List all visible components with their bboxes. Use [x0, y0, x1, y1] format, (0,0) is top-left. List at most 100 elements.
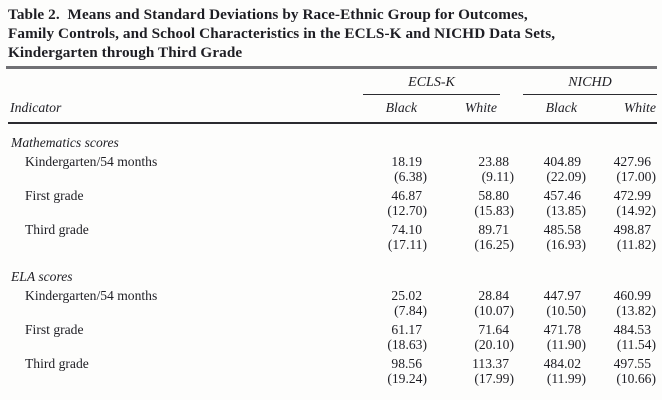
empty-header-cell: [8, 69, 345, 95]
table-cell: 447.97 (10.50): [515, 285, 587, 319]
table-cell: 18.19 (6.38): [345, 151, 428, 185]
sd-value: (11.99): [546, 370, 586, 386]
table-row: Third grade 74.10 (17.11) 89.71 (16.25) …: [8, 219, 657, 253]
table-cell: 484.02 (11.99): [515, 353, 587, 387]
sd-value: (13.85): [546, 202, 586, 218]
table-row: Kindergarten/54 months 18.19 (6.38) 23.8…: [8, 151, 657, 185]
mean-value: 497.55: [613, 355, 651, 371]
table-cell: 460.99 (13.82): [587, 285, 657, 319]
mean-value: 457.46: [543, 187, 581, 203]
table-cell: 485.58 (16.93): [515, 219, 587, 253]
mean-value: 46.87: [391, 187, 422, 203]
mean-value: 18.19: [391, 153, 422, 169]
table-cell: 74.10 (17.11): [345, 219, 428, 253]
table-cell: 113.37 (17.99): [428, 353, 515, 387]
table-title-line: Kindergarten through Third Grade: [8, 44, 243, 61]
sd-value: (20.10): [474, 336, 514, 352]
row-label: First grade: [25, 321, 84, 337]
mean-value: 484.53: [613, 321, 651, 337]
mean-value: 28.84: [478, 287, 509, 303]
sd-value: (11.54): [616, 336, 656, 352]
mean-value: 471.78: [543, 321, 581, 337]
sd-value: (17.11): [387, 236, 427, 252]
table-cell: 28.84 (10.07): [428, 285, 515, 319]
row-label: Third grade: [25, 355, 89, 371]
mean-value: 58.80: [478, 187, 509, 203]
table-cell: 457.46 (13.85): [515, 185, 587, 219]
mean-value: 23.88: [478, 153, 509, 169]
table-cell: 484.53 (11.54): [587, 319, 657, 353]
table-cell: 497.55 (10.66): [587, 353, 657, 387]
row-label: Kindergarten/54 months: [25, 287, 158, 303]
group-header-label: ECLS-K: [363, 75, 500, 95]
mean-value: 61.17: [391, 321, 422, 337]
mean-value: 89.71: [478, 221, 509, 237]
sd-value: (17.00): [616, 168, 656, 184]
row-label: Kindergarten/54 months: [25, 153, 158, 169]
mean-value: 25.02: [391, 287, 422, 303]
table-cell: 46.87 (12.70): [345, 185, 428, 219]
mean-value: 71.64: [478, 321, 509, 337]
table-row: Kindergarten/54 months 25.02 (7.84) 28.8…: [8, 285, 657, 319]
sd-value: (16.93): [546, 236, 586, 252]
table-cell: 404.89 (22.09): [515, 151, 587, 185]
sd-value: (6.38): [394, 168, 427, 184]
mean-value: 447.97: [543, 287, 581, 303]
mean-value: 74.10: [391, 221, 422, 237]
sd-value: (10.50): [546, 302, 586, 318]
row-label: Third grade: [25, 221, 89, 237]
column-header-nichd-black: Black: [515, 94, 587, 124]
title-divider-rule: [6, 66, 657, 69]
sd-value: (7.84): [394, 302, 427, 318]
mean-value: 460.99: [613, 287, 651, 303]
column-header-nichd-white: White: [587, 94, 657, 124]
mean-value: 485.58: [543, 221, 581, 237]
paper-page: Table 2. Means and Standard Deviations b…: [6, 5, 657, 387]
column-header-row: Indicator Black White Black White: [8, 94, 657, 124]
mean-value: 98.56: [391, 355, 422, 371]
table-cell: 61.17 (18.63): [345, 319, 428, 353]
sd-value: (9.11): [481, 168, 514, 184]
mean-value: 404.89: [543, 153, 581, 169]
mean-value: 472.99: [613, 187, 651, 203]
sd-value: (18.63): [387, 336, 427, 352]
table-cell: 498.87 (11.82): [587, 219, 657, 253]
mean-value: 113.37: [472, 355, 509, 371]
section-label: Mathematics scores: [11, 134, 119, 150]
sd-value: (15.83): [474, 202, 514, 218]
group-header-ecls-k: ECLS-K: [345, 69, 515, 95]
table-cell: 71.64 (20.10): [428, 319, 515, 353]
sd-value: (11.90): [546, 336, 586, 352]
table-cell: 472.99 (14.92): [587, 185, 657, 219]
table-title-line: Table 2. Means and Standard Deviations b…: [8, 6, 528, 23]
group-header-row: ECLS-K NICHD: [8, 69, 657, 95]
sd-value: (16.25): [474, 236, 514, 252]
group-header-nichd: NICHD: [515, 69, 657, 95]
section-header-row: ELA scores: [8, 253, 657, 285]
table-row: First grade 46.87 (12.70) 58.80 (15.83) …: [8, 185, 657, 219]
sd-value: (19.24): [387, 370, 427, 386]
mean-value: 427.96: [613, 153, 651, 169]
sd-value: (10.66): [616, 370, 656, 386]
table-title: Table 2. Means and Standard Deviations b…: [8, 5, 657, 62]
table-cell: 58.80 (15.83): [428, 185, 515, 219]
section-label: ELA scores: [11, 268, 73, 284]
table-cell: 427.96 (17.00): [587, 151, 657, 185]
sd-value: (12.70): [387, 202, 427, 218]
table-cell: 25.02 (7.84): [345, 285, 428, 319]
sd-value: (22.09): [546, 168, 586, 184]
table-title-line: Family Controls, and School Characterist…: [8, 25, 556, 42]
table-row: Third grade 98.56 (19.24) 113.37 (17.99)…: [8, 353, 657, 387]
table-row: First grade 61.17 (18.63) 71.64 (20.10) …: [8, 319, 657, 353]
table-cell: 98.56 (19.24): [345, 353, 428, 387]
row-label: First grade: [25, 187, 84, 203]
sd-value: (13.82): [616, 302, 656, 318]
column-header-ecls-white: White: [428, 94, 515, 124]
sd-value: (10.07): [474, 302, 514, 318]
sd-value: (11.82): [616, 236, 656, 252]
table-cell: 23.88 (9.11): [428, 151, 515, 185]
table-cell: 89.71 (16.25): [428, 219, 515, 253]
section-header-row: Mathematics scores: [8, 123, 657, 151]
group-header-label: NICHD: [523, 75, 657, 95]
table-cell: 471.78 (11.90): [515, 319, 587, 353]
